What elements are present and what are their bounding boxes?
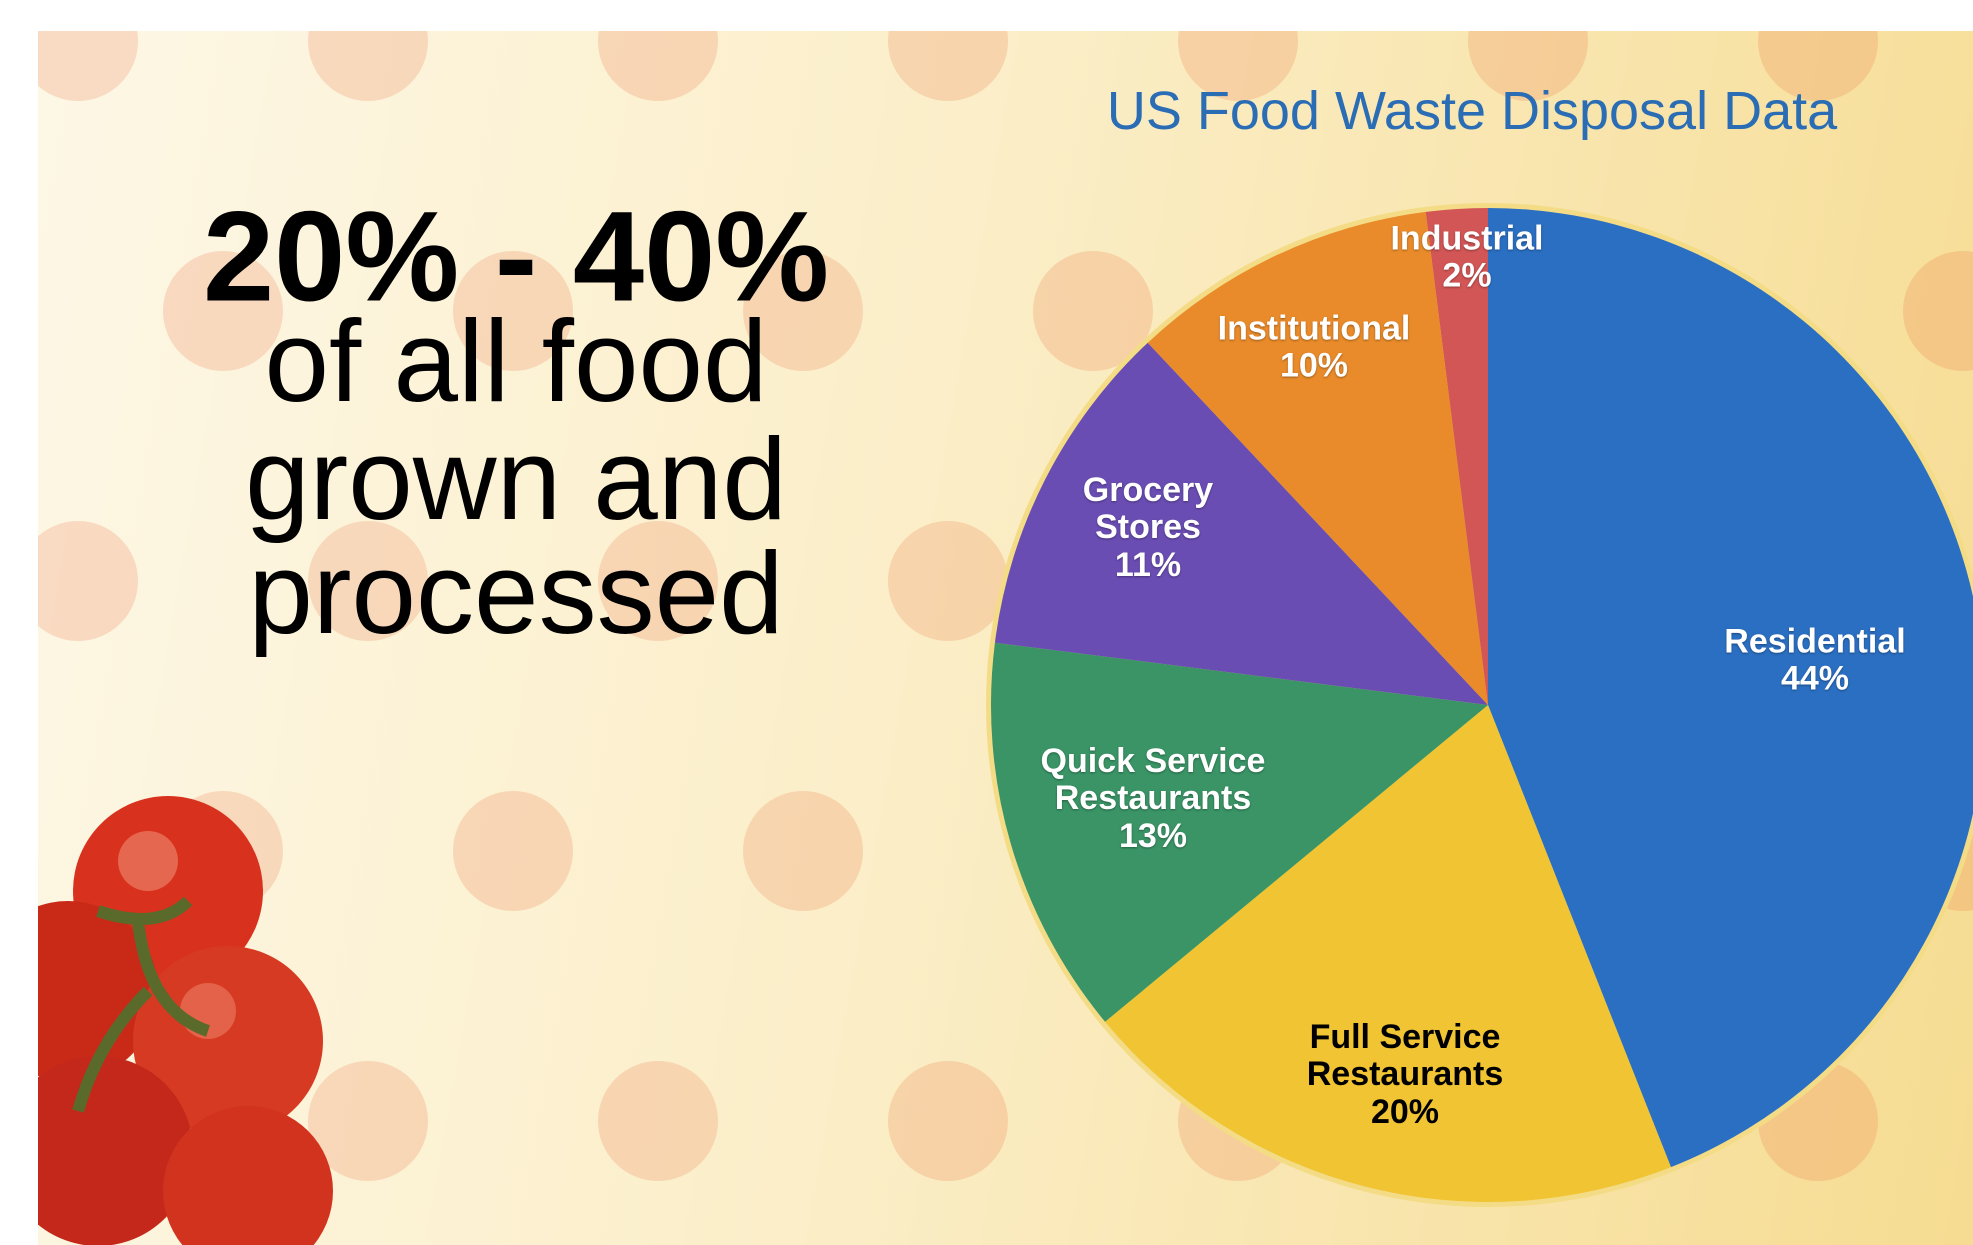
category-label: Institutional	[1194, 311, 1434, 348]
value-label: 2%	[1377, 258, 1557, 295]
category-label: Full Service Restaurants	[1285, 1019, 1525, 1094]
page: 20% - 40% of all food grown and processe…	[0, 0, 1973, 1245]
slide: 20% - 40% of all food grown and processe…	[38, 31, 1973, 1245]
value-label: 11%	[1068, 547, 1228, 584]
category-label: Quick Service Restaurants	[1023, 743, 1283, 818]
category-label: Grocery Stores	[1068, 472, 1228, 547]
value-label: 13%	[1023, 818, 1283, 855]
value-label: 20%	[1285, 1094, 1525, 1131]
category-label: Residential	[1665, 624, 1965, 661]
value-label: 44%	[1665, 661, 1965, 698]
category-label: Industrial	[1377, 221, 1557, 258]
value-label: 10%	[1194, 348, 1434, 385]
